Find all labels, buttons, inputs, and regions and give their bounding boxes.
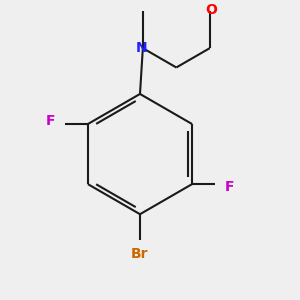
Text: F: F — [224, 180, 234, 194]
Text: O: O — [205, 2, 217, 16]
Text: N: N — [136, 41, 147, 55]
Text: F: F — [46, 114, 56, 128]
Text: Br: Br — [131, 247, 149, 261]
